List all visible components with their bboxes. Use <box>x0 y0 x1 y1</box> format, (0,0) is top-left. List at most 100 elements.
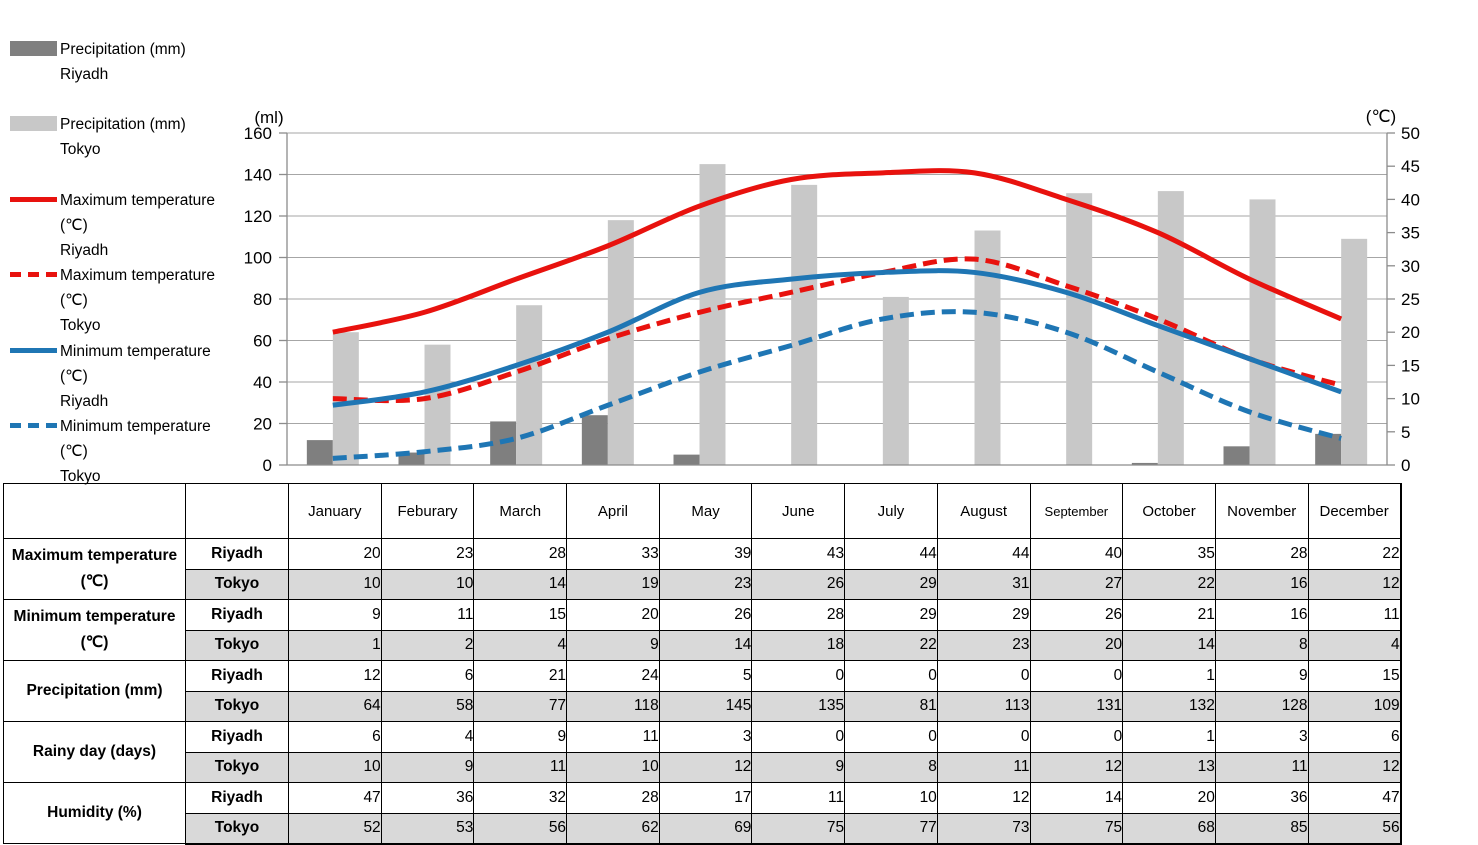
legend-item-min-temp-riyadh: Minimum temperature (℃) Riyadh <box>10 339 230 414</box>
climate-data-table: January Feburary March April May June July Augu… <box>3 483 1402 845</box>
value-cell: 75 <box>1029 812 1124 845</box>
min-temp-tokyo-swatch-dashed-line-icon <box>10 422 57 428</box>
precip-bar <box>607 220 634 465</box>
row-group-label: Precipitation (mm) <box>3 660 186 722</box>
value-cell: 22 <box>844 629 938 661</box>
value-cell: 73 <box>936 812 1031 845</box>
value-cell: 6 <box>288 721 382 753</box>
value-cell: 22 <box>1307 538 1402 570</box>
left-axis-tick-label: 20 <box>253 415 272 434</box>
left-axis-tick-label: 80 <box>253 290 272 309</box>
value-cell: 14 <box>1029 782 1124 814</box>
value-cell: 14 <box>1122 629 1216 661</box>
city-label: Riyadh <box>185 599 289 631</box>
precip-tokyo-swatch-bar-icon <box>10 116 57 132</box>
value-cell: 9 <box>473 721 568 753</box>
right-axis-tick-label: 0 <box>1401 456 1410 475</box>
precip-bar <box>1131 462 1158 465</box>
city-label: Riyadh <box>185 782 289 814</box>
precip-bar <box>1315 433 1342 465</box>
value-cell: 20 <box>1029 629 1124 661</box>
city-label: Riyadh <box>185 660 289 692</box>
value-cell: 109 <box>1307 690 1402 722</box>
value-cell: 85 <box>1214 812 1309 845</box>
legend-label: Minimum temperature (℃) <box>60 342 211 385</box>
row-group-label: Minimum temperature (℃) <box>3 599 186 661</box>
value-cell: 33 <box>566 538 660 570</box>
right-axis-ticks: 0 5 10 15 20 25 30 35 40 45 50 <box>1387 124 1420 475</box>
value-cell: 11 <box>936 751 1031 783</box>
value-cell: 131 <box>1029 690 1124 722</box>
month-header-january: January <box>288 483 382 539</box>
value-cell: 28 <box>1214 538 1309 570</box>
left-axis-tick-label: 0 <box>263 456 272 475</box>
value-cell: 1 <box>1122 660 1216 692</box>
value-cell: 0 <box>1029 721 1124 753</box>
value-cell: 15 <box>473 599 568 631</box>
value-cell: 16 <box>1214 568 1309 600</box>
precip-bars-tokyo <box>332 164 1368 466</box>
value-cell: 69 <box>658 812 753 845</box>
value-cell: 12 <box>658 751 753 783</box>
month-header-november: November <box>1214 483 1309 539</box>
value-cell: 81 <box>844 690 938 722</box>
table-row: Minimum temperature (℃) Riyadh 9 11 15 20 26 28… <box>3 599 1402 661</box>
legend-item-max-temp-riyadh: Maximum temperature (℃) Riyadh <box>10 188 230 263</box>
value-cell: 43 <box>751 538 846 570</box>
value-cell: 135 <box>751 690 846 722</box>
legend-item-precip-tokyo: Precipitation (mm) Tokyo <box>10 112 230 187</box>
value-cell: 11 <box>380 599 475 631</box>
value-cell: 132 <box>1122 690 1216 722</box>
table-row: Rainy day (days) Riyadh 6 4 9 11 3 0 0 0 0 1 3 6 <box>3 721 1402 783</box>
value-cell: 11 <box>1307 599 1402 631</box>
value-cell: 6 <box>380 660 475 692</box>
value-cell: 29 <box>844 568 938 600</box>
value-cell: 21 <box>1122 599 1216 631</box>
value-cell: 39 <box>658 538 753 570</box>
value-cell: 23 <box>936 629 1031 661</box>
precip-bars-riyadh <box>306 415 1342 465</box>
value-cell: 28 <box>751 599 846 631</box>
month-header-august: August <box>936 483 1031 539</box>
value-cell: 9 <box>380 751 475 783</box>
value-cell: 35 <box>1122 538 1216 570</box>
max-temp-line-riyadh <box>332 168 1343 335</box>
value-cell: 18 <box>751 629 846 661</box>
value-cell: 40 <box>1029 538 1124 570</box>
value-cell: 20 <box>288 538 382 570</box>
value-cell: 75 <box>751 812 846 845</box>
table-row: Tokyo 64 58 77 118 145 135 81 113 131 132 128 109 <box>4 690 1402 722</box>
value-cell: 56 <box>1307 812 1402 845</box>
legend-city-label: Riyadh <box>60 241 109 259</box>
value-cell: 58 <box>380 690 475 722</box>
chart-legend: Precipitation (mm) Riyadh Precipitation (m… <box>10 37 230 489</box>
value-cell: 28 <box>473 538 568 570</box>
climate-combo-chart: 0 20 40 60 80 100 120 140 160 0 5 10 15 20 25 30 35 40 45 5… <box>244 107 1420 475</box>
table-row: Tokyo 10 10 14 19 23 26 29 31 27 22 16 12 <box>4 568 1402 600</box>
value-cell: 1 <box>1122 721 1216 753</box>
value-cell: 44 <box>936 538 1031 570</box>
value-cell: 36 <box>380 782 475 814</box>
value-cell: 0 <box>751 660 846 692</box>
right-axis-tick-label: 30 <box>1401 257 1420 276</box>
month-header-april: April <box>566 483 660 539</box>
value-cell: 20 <box>566 599 660 631</box>
legend-city-label: Riyadh <box>60 66 109 83</box>
value-cell: 4 <box>1307 629 1402 661</box>
value-cell: 9 <box>1214 660 1309 692</box>
city-label: Tokyo <box>185 812 289 845</box>
legend-item-precip-riyadh: Precipitation (mm) Riyadh <box>10 37 230 112</box>
value-cell: 22 <box>1122 568 1216 600</box>
city-label: Riyadh <box>185 721 289 753</box>
grid-lines <box>287 132 1387 466</box>
value-cell: 1 <box>288 629 382 661</box>
value-cell: 113 <box>936 690 1031 722</box>
value-cell: 23 <box>380 538 475 570</box>
value-cell: 52 <box>288 812 382 845</box>
value-cell: 12 <box>1029 751 1124 783</box>
precip-bar <box>1223 446 1250 465</box>
value-cell: 0 <box>751 721 846 753</box>
value-cell: 62 <box>566 812 660 845</box>
table-row: Maximum temperature (℃) Riyadh 20 23 28 33 39 4… <box>3 538 1402 600</box>
